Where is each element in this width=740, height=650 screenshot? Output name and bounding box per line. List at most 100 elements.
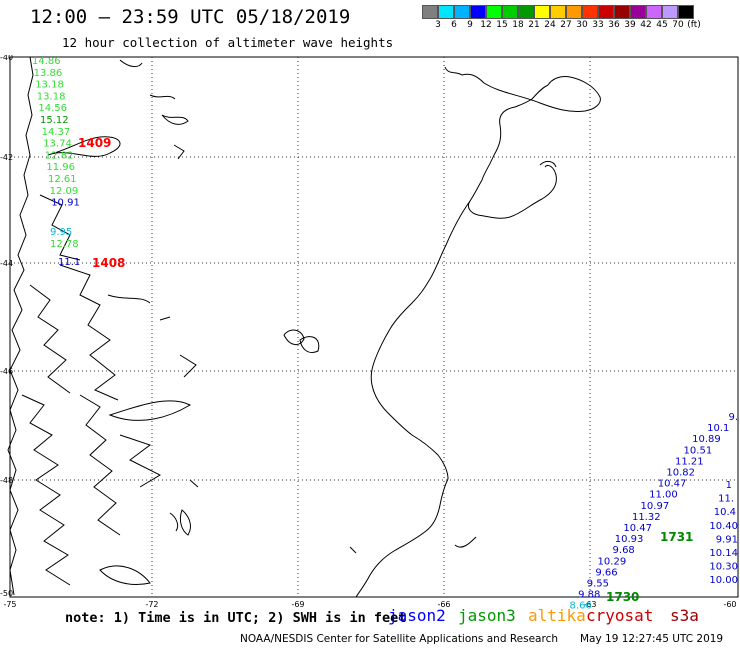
wave-height-value: 10.4 bbox=[714, 507, 736, 518]
wave-height-value: 9.95 bbox=[50, 227, 72, 238]
wave-height-value: 9.66 bbox=[595, 567, 617, 578]
colorbar-label: 70 bbox=[672, 20, 684, 30]
colorbar-label: 9 bbox=[467, 20, 473, 30]
colorbar-swatch bbox=[454, 5, 470, 19]
colorbar-label: 27 bbox=[560, 20, 572, 30]
wave-height-value: 13.18 bbox=[35, 80, 64, 91]
longitude-label: -63 bbox=[583, 600, 596, 609]
colorbar-label: 39 bbox=[624, 20, 636, 30]
wave-height-value: 9.91 bbox=[716, 534, 738, 545]
colorbar-label: 6 bbox=[451, 20, 457, 30]
wave-height-value: 13.86 bbox=[34, 68, 63, 79]
wave-height-value: 9.55 bbox=[587, 579, 609, 590]
latitude-label: -42 bbox=[0, 153, 13, 162]
argentina-coastline bbox=[169, 66, 601, 598]
map-frame bbox=[9, 56, 739, 598]
longitude-label: -75 bbox=[3, 600, 16, 609]
wave-height-value: 13.74 bbox=[43, 139, 72, 150]
longitude-label: -66 bbox=[437, 600, 450, 609]
colorbar-label: 42 bbox=[640, 20, 652, 30]
colorbar-label: 30 bbox=[576, 20, 588, 30]
colorbar-swatch bbox=[566, 5, 582, 19]
colorbar-swatch bbox=[662, 5, 678, 19]
wave-height-value: 13.18 bbox=[37, 91, 66, 102]
colorbar-label: 36 bbox=[608, 20, 620, 30]
colorbar-label: 18 bbox=[512, 20, 524, 30]
latitude-label: -50 bbox=[0, 589, 13, 598]
latitude-label: -40 bbox=[0, 55, 13, 62]
wave-height-value: 10.51 bbox=[684, 445, 713, 456]
wave-height-value: 11.32 bbox=[632, 512, 661, 523]
longitude-label: -72 bbox=[145, 600, 158, 609]
colorbar-swatch bbox=[646, 5, 662, 19]
colorbar-swatch bbox=[518, 5, 534, 19]
wave-height-value: 11.00 bbox=[649, 490, 678, 501]
colorbar-swatch bbox=[534, 5, 550, 19]
colorbar-label: 21 bbox=[528, 20, 540, 30]
satellite-s3a: s3a bbox=[670, 606, 699, 625]
track-time-label: 1409 bbox=[78, 136, 111, 150]
track-time-label: 1408 bbox=[92, 256, 125, 270]
longitude-label: -60 bbox=[723, 600, 736, 609]
wave-height-value: 10.47 bbox=[658, 479, 687, 490]
colorbar-swatch bbox=[486, 5, 502, 19]
wave-height-value: 11.21 bbox=[675, 456, 704, 467]
wave-height-colorbar bbox=[422, 5, 694, 19]
longitude-labels: -75 -72 -69 -66 -63 -60 bbox=[3, 600, 736, 609]
wave-height-value: 11. bbox=[718, 494, 734, 505]
map-title: 12:00 – 23:59 UTC 05/18/2019 bbox=[30, 6, 351, 28]
colorbar-label: 33 bbox=[592, 20, 604, 30]
altimeter-map: -40 -42 -44 -46 -48 -50 -75 -72 -69 -66 -63 -60 14… bbox=[0, 55, 739, 610]
wave-height-value: 11.1 bbox=[58, 257, 80, 268]
colorbar-swatch bbox=[550, 5, 566, 19]
satellite-cryosat: cryosat bbox=[586, 606, 654, 625]
colorbar-swatch bbox=[630, 5, 646, 19]
wave-height-value: 14.86 bbox=[32, 56, 61, 67]
wave-height-value: 10.89 bbox=[692, 434, 721, 445]
longitude-label: -69 bbox=[291, 600, 304, 609]
wave-height-value: 11.96 bbox=[46, 162, 75, 173]
wave-height-value: 10.93 bbox=[615, 534, 644, 545]
wave-height-value: 10.14 bbox=[709, 548, 738, 559]
colorbar-swatch bbox=[614, 5, 630, 19]
colorbar-swatch bbox=[422, 5, 438, 19]
colorbar-swatch bbox=[598, 5, 614, 19]
wave-height-value: 10.29 bbox=[598, 556, 627, 567]
latitude-labels: -40 -42 -44 -46 -48 -50 bbox=[0, 55, 13, 598]
wave-height-value: 12.61 bbox=[48, 174, 77, 185]
colorbar-swatch bbox=[502, 5, 518, 19]
colorbar-swatch bbox=[582, 5, 598, 19]
track-time-label: 1731 bbox=[660, 530, 693, 544]
wave-height-value: 9.88 bbox=[578, 590, 600, 601]
colorbar-label: 24 bbox=[544, 20, 556, 30]
wave-height-value: 10.30 bbox=[709, 562, 738, 573]
track-time-label: 1730 bbox=[606, 590, 639, 604]
colorbar-swatch bbox=[438, 5, 454, 19]
wave-height-value: 9.68 bbox=[613, 545, 635, 556]
credit-line: NOAA/NESDIS Center for Satellite Applica… bbox=[240, 633, 558, 645]
wave-height-value: 12.78 bbox=[50, 239, 79, 250]
latitude-label: -48 bbox=[0, 476, 13, 485]
colorbar-swatch bbox=[470, 5, 486, 19]
satellite-jason3: jason3 bbox=[458, 606, 516, 625]
wave-height-value: 14.37 bbox=[42, 127, 71, 138]
wave-height-value: 12.82 bbox=[45, 150, 74, 161]
colorbar-label: 3 bbox=[435, 20, 441, 30]
wave-height-value: 10.97 bbox=[641, 501, 670, 512]
satellite-jason2: jason2 bbox=[388, 606, 446, 625]
generation-timestamp: May 19 12:27:45 UTC 2019 bbox=[580, 633, 724, 645]
wave-height-value: 1 bbox=[726, 480, 732, 491]
graticule bbox=[10, 57, 738, 597]
wave-height-value: 10.1 bbox=[707, 423, 729, 434]
colorbar-label: 12 bbox=[480, 20, 492, 30]
footer-note: note: 1) Time is in UTC; 2) SWH is in fe… bbox=[65, 610, 407, 626]
altimeter-tracks: 14.8613.8613.1813.1814.5615.1214.3713.74… bbox=[32, 56, 738, 610]
wave-height-value: 8.66 bbox=[570, 601, 592, 610]
wave-height-value: 10.47 bbox=[623, 523, 652, 534]
satellite-altika: altika bbox=[528, 606, 586, 625]
chile-coastline bbox=[7, 56, 199, 596]
wave-height-value: 10.40 bbox=[709, 521, 738, 532]
colorbar-swatch bbox=[678, 5, 694, 19]
wave-height-value: 10.00 bbox=[709, 575, 738, 586]
wave-height-value: 10.91 bbox=[51, 198, 80, 209]
